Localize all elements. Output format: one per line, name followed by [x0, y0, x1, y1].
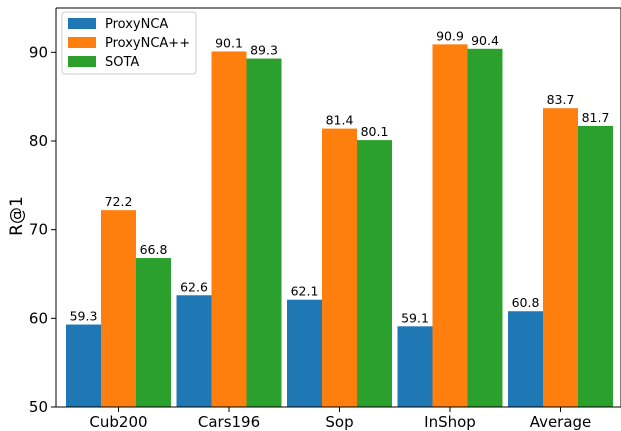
bar-proxynca-cub200	[66, 324, 101, 407]
legend-swatch	[68, 56, 96, 67]
data-label: 59.1	[401, 310, 429, 325]
bar-proxynca-cars196	[176, 295, 212, 407]
legend-swatch	[68, 37, 96, 48]
y-tick-label: 60	[29, 309, 48, 327]
data-label: 89.3	[250, 43, 278, 58]
legend: ProxyNCA ProxyNCA++ SOTA	[61, 11, 197, 75]
bar-proxyncaplusplus-sop	[322, 128, 357, 407]
bar-proxyncaplusplus-cub200	[101, 210, 136, 407]
x-tick-label: Sop	[325, 413, 353, 431]
y-tick-label: 50	[29, 398, 48, 416]
x-tick-label: Average	[530, 413, 592, 431]
axes-group: 50 60 70 80 90 Cub200 Cars196 Sop InShop Average	[29, 7, 621, 431]
legend-label: ProxyNCA	[105, 17, 168, 32]
data-label: 81.4	[326, 113, 354, 128]
x-tick-label: Cub200	[89, 413, 147, 431]
y-tick-label: 80	[29, 132, 48, 150]
data-label: 66.8	[140, 242, 168, 257]
y-tick-label: 90	[29, 43, 48, 61]
data-label: 62.6	[180, 279, 208, 294]
data-label: 90.1	[215, 35, 243, 50]
data-labels-group: 59.3 62.6 62.1 59.1 60.8 72.2 90.1 81.4 90.9 83.7…	[70, 28, 610, 325]
data-label: 90.9	[436, 28, 464, 43]
legend-label: SOTA	[105, 55, 139, 70]
bar-proxynca-sop	[287, 299, 322, 407]
data-label: 59.3	[70, 309, 98, 324]
bar-proxyncaplusplus-cars196	[211, 51, 247, 408]
data-label: 60.8	[512, 295, 540, 310]
bar-proxynca-inshop	[397, 326, 433, 407]
legend-label: ProxyNCA++	[105, 36, 190, 51]
data-label: 72.2	[105, 194, 133, 209]
x-tick-label: InShop	[424, 413, 476, 431]
bar-sota-average	[578, 125, 613, 407]
data-label: 83.7	[547, 92, 575, 107]
bar-proxyncaplusplus-average	[543, 108, 578, 408]
bar-proxyncaplusplus-inshop	[432, 44, 468, 407]
bar-sota-cars196	[246, 58, 282, 407]
y-axis-title: R@1	[7, 196, 27, 236]
data-label: 90.4	[471, 33, 499, 48]
bar-sota-sop	[357, 140, 392, 407]
y-tick-label: 70	[29, 221, 48, 239]
bar-sota-inshop	[467, 48, 503, 407]
x-tick-label: Cars196	[198, 413, 260, 431]
legend-swatch	[68, 18, 96, 29]
data-label: 80.1	[361, 124, 389, 139]
data-label: 62.1	[291, 284, 319, 299]
data-label: 81.7	[582, 110, 610, 125]
bar-proxynca-average	[508, 311, 543, 407]
bar-sota-cub200	[136, 258, 171, 407]
bars-group	[66, 44, 613, 408]
